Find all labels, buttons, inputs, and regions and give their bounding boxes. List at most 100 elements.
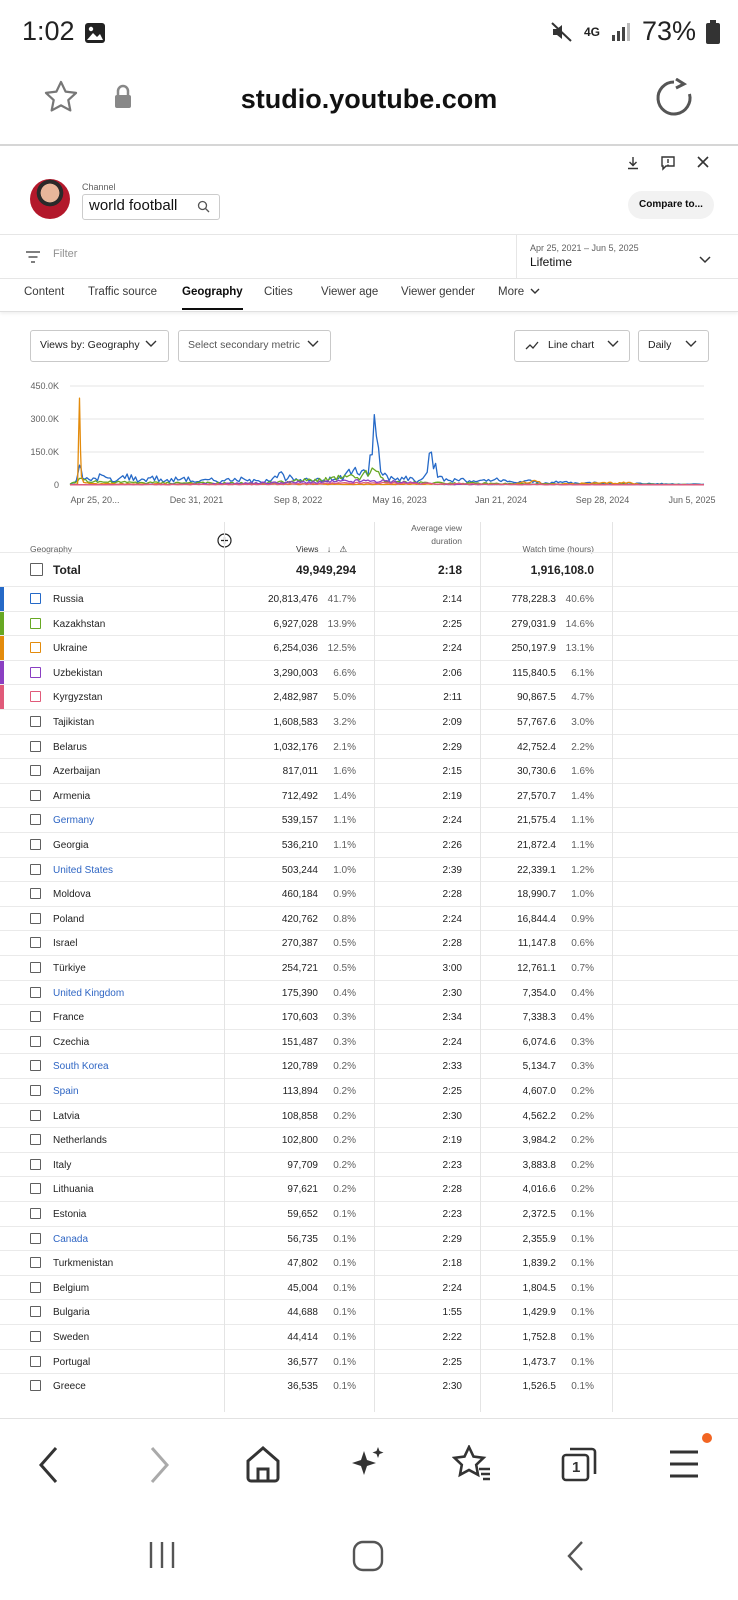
compare-button[interactable]: Compare to... (628, 191, 714, 219)
views-by-label: Views by: Geography (40, 339, 140, 351)
row-checkbox[interactable] (30, 1011, 41, 1023)
views-line-chart: 450.0K 300.0K 150.0K 0 Apr 25, 20... Dec 31, … (30, 381, 715, 505)
row-checkbox[interactable] (30, 814, 41, 826)
row-checkbox[interactable] (30, 593, 41, 604)
watch-time-percent: 1.1% (571, 815, 594, 827)
row-checkbox[interactable] (30, 617, 41, 629)
filter-icon[interactable] (26, 250, 40, 268)
row-checkbox[interactable] (30, 1134, 41, 1146)
country-name[interactable]: South Korea (53, 1061, 109, 1073)
tab-cities[interactable]: Cities (264, 286, 293, 298)
lock-icon[interactable] (112, 84, 134, 115)
row-checkbox[interactable] (30, 1257, 41, 1269)
views-value: 120,789 (281, 1061, 318, 1073)
row-checkbox[interactable] (30, 1035, 41, 1047)
x-tick-label: Jun 5, 2025 (668, 495, 715, 505)
views-percent: 2.1% (333, 741, 356, 753)
row-checkbox[interactable] (30, 1158, 41, 1170)
bookmark-star-icon[interactable] (42, 78, 80, 121)
system-back-icon[interactable] (566, 1540, 586, 1577)
row-checkbox[interactable] (30, 1208, 41, 1219)
country-name: Czechia (53, 1036, 90, 1048)
date-range-text: Apr 25, 2021 – Jun 5, 2025 (530, 243, 639, 253)
row-checkbox[interactable] (30, 888, 41, 900)
date-range-picker[interactable]: Apr 25, 2021 – Jun 5, 2025 Lifetime (516, 235, 738, 278)
country-name[interactable]: Germany (53, 815, 95, 827)
country-name: Greece (53, 1381, 86, 1393)
tab-viewer-age[interactable]: Viewer age (321, 286, 379, 298)
granularity-dropdown[interactable]: Daily (638, 330, 709, 362)
row-checkbox[interactable] (30, 1306, 41, 1318)
row-checkbox[interactable] (30, 716, 41, 727)
filter-input[interactable]: Filter (53, 248, 78, 260)
header-avg-duration[interactable]: Average view duration (411, 523, 462, 546)
table-row: Azerbaijan 817,011 1.6% 2:15 30,730.6 1.6% (0, 758, 738, 784)
row-checkbox[interactable] (30, 789, 41, 801)
home-icon[interactable] (244, 1445, 282, 1488)
watch-time-value: 7,354.0 (522, 987, 556, 999)
row-checkbox[interactable] (30, 1060, 41, 1072)
tab-geography[interactable]: Geography (182, 286, 243, 310)
secondary-metric-dropdown[interactable]: Select secondary metric (178, 330, 331, 362)
row-checkbox[interactable] (30, 912, 41, 924)
row-checkbox[interactable] (30, 986, 41, 998)
download-icon[interactable] (626, 156, 640, 175)
menu-icon[interactable] (668, 1449, 700, 1484)
row-checkbox[interactable] (30, 863, 41, 875)
country-name[interactable]: United States (53, 864, 114, 876)
row-checkbox[interactable] (30, 563, 43, 576)
row-checkbox[interactable] (30, 1331, 41, 1342)
tab-more[interactable]: More (498, 286, 540, 298)
row-checkbox[interactable] (30, 1109, 41, 1121)
chart-type-dropdown[interactable]: Line chart (514, 330, 630, 362)
tab-content[interactable]: Content (24, 286, 65, 298)
reload-icon[interactable] (654, 77, 694, 123)
row-checkbox[interactable] (30, 962, 41, 973)
url-bar[interactable]: studio.youtube.com (240, 84, 498, 114)
bookmarks-icon[interactable] (451, 1443, 492, 1488)
row-checkbox[interactable] (30, 740, 41, 752)
row-checkbox[interactable] (30, 666, 41, 678)
country-name[interactable]: Canada (53, 1233, 89, 1245)
country-name[interactable]: Spain (53, 1086, 79, 1097)
feedback-icon[interactable] (660, 155, 676, 176)
y-tick-label: 150.0K (30, 447, 59, 457)
watch-time-value: 1,752.8 (522, 1332, 556, 1343)
row-checkbox[interactable] (30, 1355, 41, 1367)
row-checkbox[interactable] (30, 937, 41, 949)
home-button-icon[interactable] (352, 1540, 384, 1577)
watch-time-value: 1,429.9 (522, 1307, 556, 1319)
row-checkbox[interactable] (30, 691, 41, 703)
row-checkbox[interactable] (30, 765, 41, 777)
series-color-bar (0, 611, 4, 636)
back-icon[interactable] (36, 1445, 62, 1490)
row-checkbox[interactable] (30, 642, 41, 654)
row-checkbox[interactable] (30, 839, 41, 850)
x-tick-label: Sep 8, 2022 (274, 495, 323, 505)
channel-search-box[interactable]: world football (82, 194, 220, 220)
tab-viewer-gender[interactable]: Viewer gender (401, 286, 475, 298)
recent-apps-icon[interactable] (148, 1540, 176, 1575)
header-views[interactable]: Views ↓ ⚠ (296, 544, 347, 555)
watch-time-value: 7,338.3 (522, 1012, 556, 1024)
search-icon[interactable] (197, 200, 210, 218)
tabs-icon[interactable]: 1 (560, 1445, 598, 1488)
country-name[interactable]: United Kingdom (53, 987, 125, 999)
row-checkbox[interactable] (30, 1281, 41, 1293)
close-icon[interactable] (696, 155, 710, 174)
country-name: Kyrgyzstan (53, 692, 103, 704)
row-checkbox[interactable] (30, 1085, 41, 1096)
header-geography[interactable]: Geography (30, 544, 73, 554)
watch-time-percent: 3.0% (571, 717, 594, 728)
views-percent: 0.2% (333, 1110, 356, 1122)
views-by-dropdown[interactable]: Views by: Geography (30, 330, 169, 362)
row-checkbox[interactable] (30, 1232, 41, 1244)
forward-icon[interactable] (146, 1445, 172, 1490)
header-watch-time[interactable]: Watch time (hours) (522, 544, 594, 554)
watch-time-value: 42,752.4 (517, 741, 556, 753)
views-percent: 0.1% (333, 1282, 356, 1294)
tab-traffic-source[interactable]: Traffic source (88, 286, 158, 298)
ai-sparkle-icon[interactable] (350, 1445, 386, 1486)
row-checkbox[interactable] (30, 1380, 41, 1392)
row-checkbox[interactable] (30, 1183, 41, 1195)
